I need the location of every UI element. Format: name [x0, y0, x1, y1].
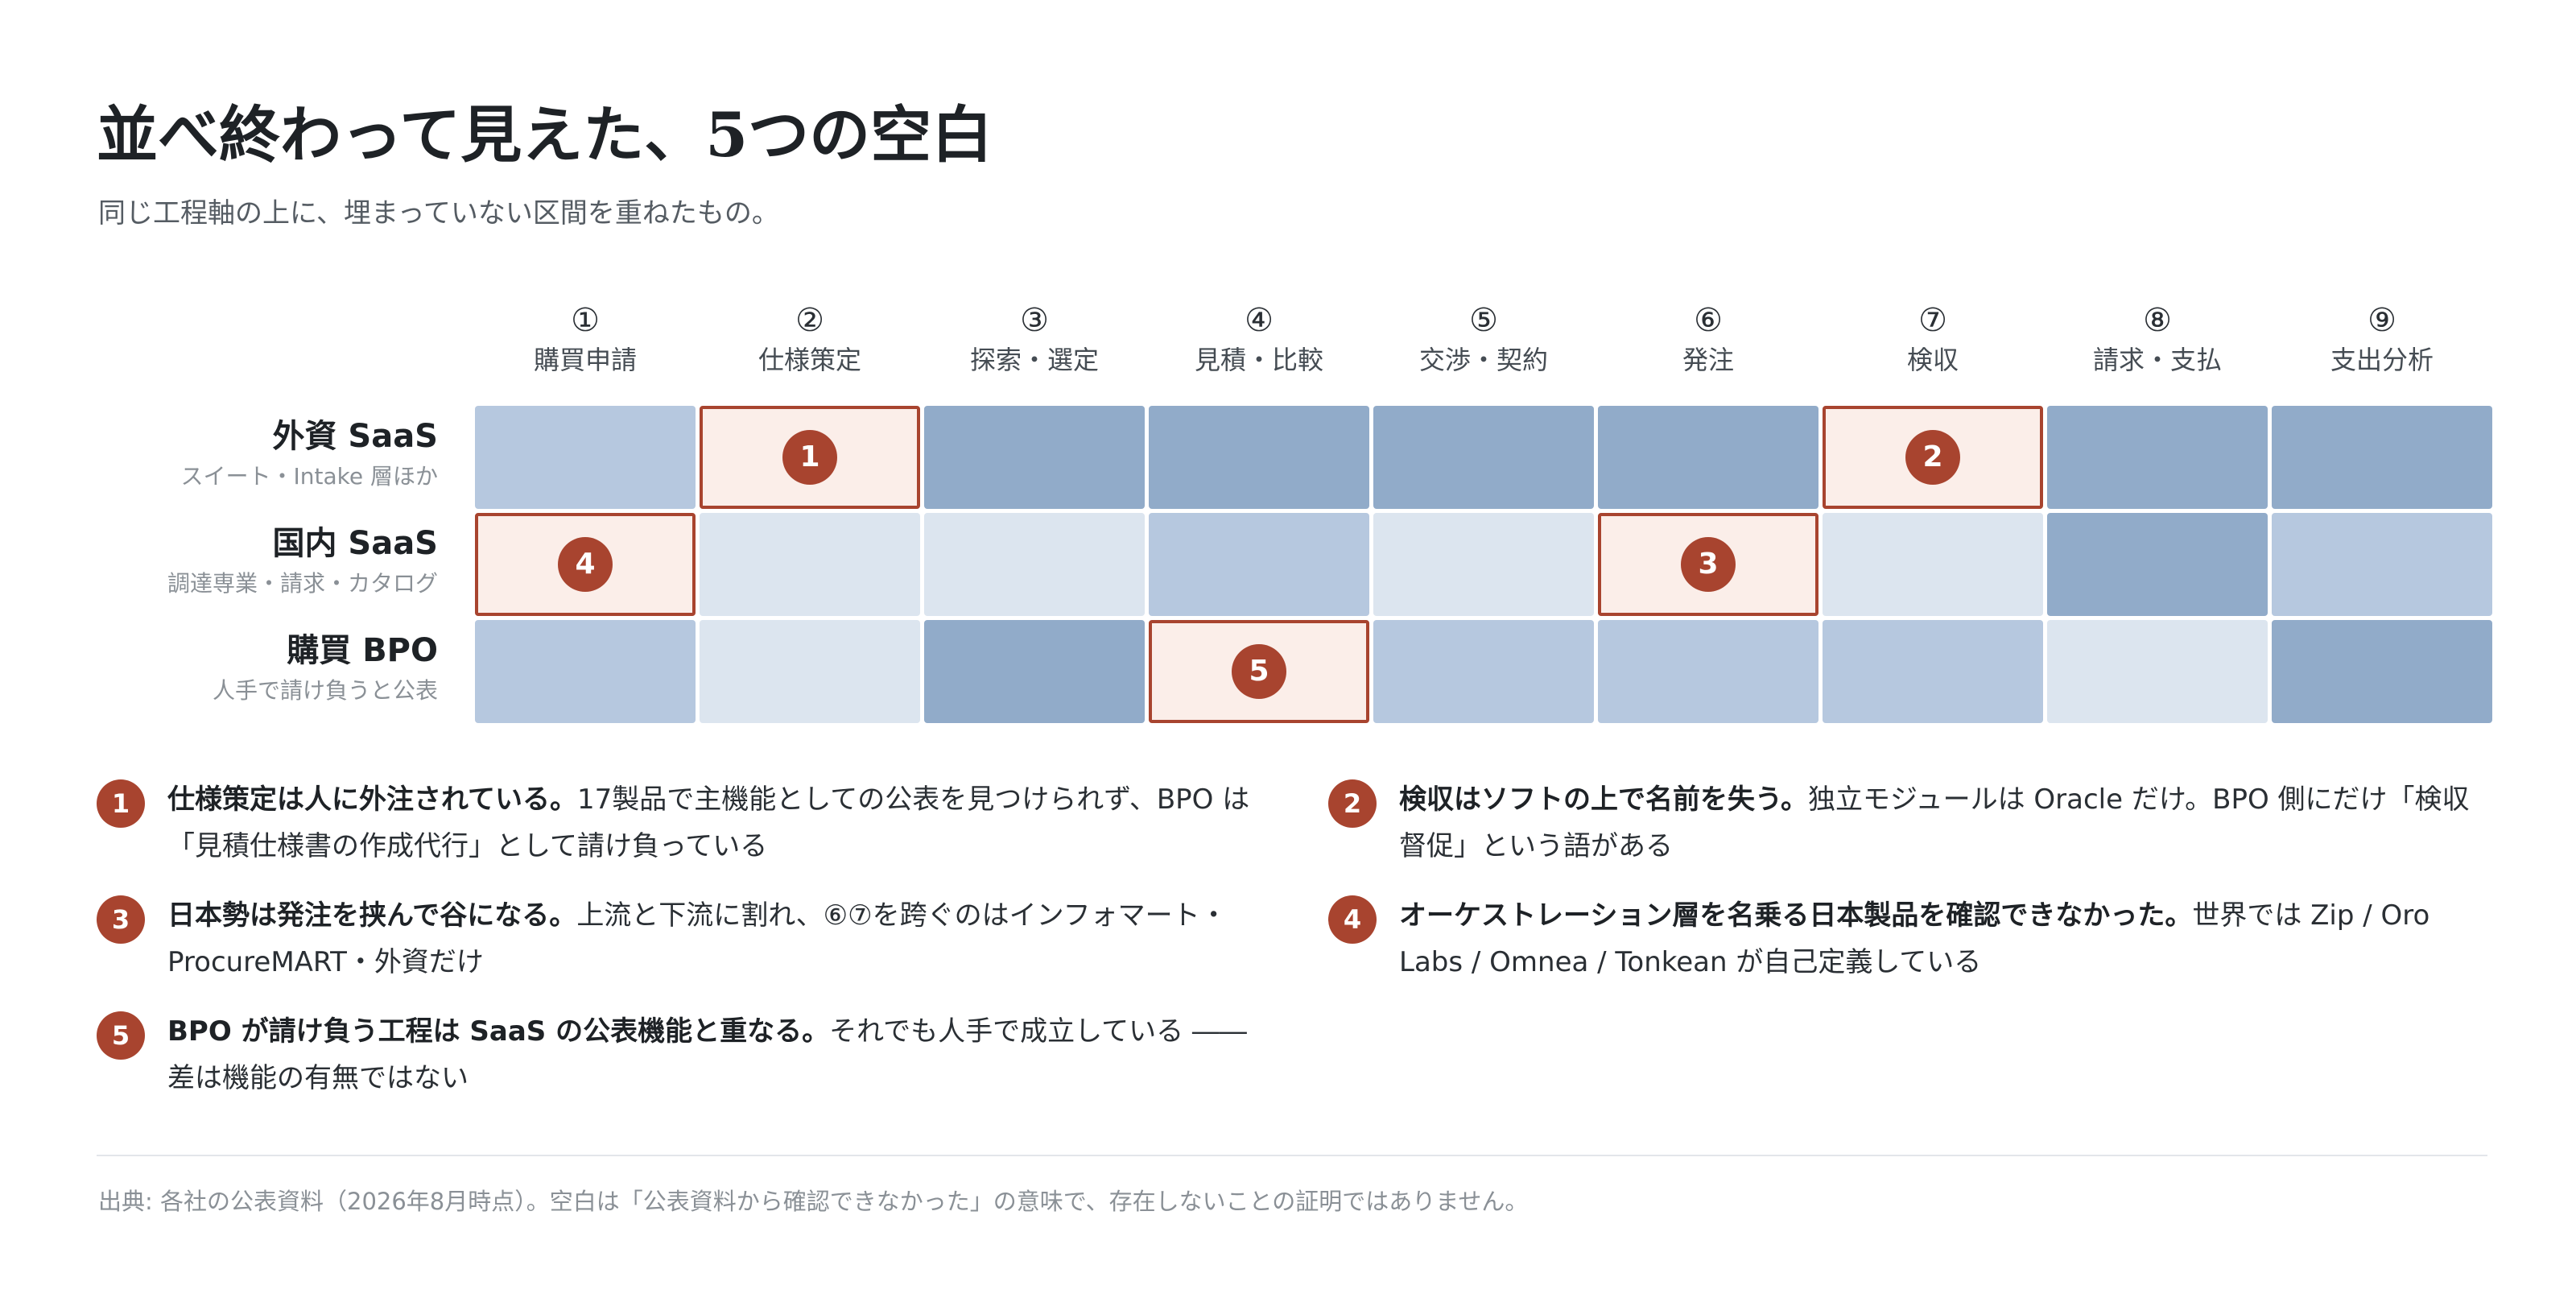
note-badge: 5 — [97, 1011, 145, 1060]
column-number: ⑧ — [2143, 302, 2172, 339]
column-header: ⑧ 請求・支払 — [2046, 300, 2268, 378]
row-name: 外資 SaaS — [272, 418, 438, 455]
note-body: 世界では Zip / Oro Labs / Omnea / Tonkean が自… — [1399, 899, 2430, 978]
coverage-cell — [1823, 620, 2043, 723]
footer-divider — [97, 1155, 2487, 1156]
gap-cell: 3 — [1598, 513, 1818, 616]
coverage-cell — [2047, 513, 2268, 616]
note-headline: 検収はソフトの上で名前を失う。 — [1399, 783, 1808, 816]
row-description: スイート・Intake 層ほか — [180, 463, 439, 490]
note-body: 上流と下流に割れ、⑥⑦を跨ぐのはインフォマート・ProcureMART・外資だけ — [167, 899, 1228, 978]
gap-badge: 2 — [1905, 430, 1960, 485]
column-label: 支出分析 — [2330, 345, 2434, 375]
gap-badge: 4 — [558, 537, 613, 592]
column-header: ⑦ 検収 — [1822, 300, 2044, 378]
note-body: それでも人手で成立している ―― 差は機能の有無ではない — [167, 1015, 1247, 1094]
gap-note: 2 検収はソフトの上で名前を失う。独立モジュールは Oracle だけ。BPO 側… — [1328, 776, 2496, 870]
coverage-cell — [1149, 513, 1369, 616]
column-number: ⑥ — [1694, 302, 1723, 339]
note-headline: BPO が請け負う工程は SaaS の公表機能と重なる。 — [167, 1015, 830, 1048]
coverage-cell — [475, 620, 696, 723]
column-number: ⑨ — [2368, 302, 2396, 339]
column-header: ⑨ 支出分析 — [2271, 300, 2493, 378]
note-headline: 日本勢は発注を挟んで谷になる。 — [167, 899, 577, 932]
coverage-cell — [1598, 620, 1818, 723]
note-body: 独立モジュールは Oracle だけ。BPO 側にだけ「検収督促」という語がある — [1399, 783, 2470, 862]
note-badge: 2 — [1328, 779, 1377, 828]
gap-note: 3 日本勢は発注を挟んで谷になる。上流と下流に割れ、⑥⑦を跨ぐのはインフォマート・… — [97, 892, 1264, 986]
column-label: 交渉・契約 — [1418, 345, 1548, 375]
page-subtitle: 同じ工程軸の上に、埋まっていない区間を重ねたもの。 — [98, 197, 779, 229]
note-badge: 4 — [1328, 895, 1377, 944]
column-label: 請求・支払 — [2092, 345, 2222, 375]
gap-badge: 3 — [1681, 537, 1736, 592]
column-label: 発注 — [1682, 345, 1734, 375]
gap-badge: 1 — [782, 430, 837, 485]
row-label: 購買 BPO 人手で請け負うと公表 — [213, 628, 438, 709]
gap-note: 5 BPO が請け負う工程は SaaS の公表機能と重なる。それでも人手で成立して… — [97, 1008, 1264, 1102]
coverage-cell — [1823, 513, 2043, 616]
gap-badge: 5 — [1232, 644, 1286, 699]
coverage-cell — [2047, 620, 2268, 723]
note-text: 仕様策定は人に外注されている。17製品で主機能としての公表を見つけられず、BPO… — [167, 776, 1264, 870]
column-number: ② — [795, 302, 824, 339]
coverage-cell — [1373, 620, 1594, 723]
coverage-cell — [924, 406, 1145, 509]
column-label: 検収 — [1906, 345, 1959, 375]
row-name: 購買 BPO — [287, 632, 438, 669]
page-title: 並べ終わって見えた、5つの空白 — [97, 99, 993, 171]
gap-cell: 5 — [1149, 620, 1369, 723]
coverage-cell — [2272, 513, 2492, 616]
row-label: 国内 SaaS 調達専業・請求・カタログ — [167, 521, 438, 601]
note-headline: 仕様策定は人に外注されている。 — [167, 783, 577, 816]
coverage-cell — [2272, 406, 2492, 509]
coverage-cell — [1373, 406, 1594, 509]
column-label: 探索・選定 — [969, 345, 1099, 375]
gap-cell: 4 — [475, 513, 696, 616]
coverage-cell — [1598, 406, 1818, 509]
note-badge: 1 — [97, 779, 145, 828]
gap-note: 4 オーケストレーション層を名乗る日本製品を確認できなかった。世界では Zip /… — [1328, 892, 2496, 986]
note-badge: 3 — [97, 895, 145, 944]
row-name: 国内 SaaS — [272, 525, 438, 562]
note-text: BPO が請け負う工程は SaaS の公表機能と重なる。それでも人手で成立してい… — [167, 1008, 1264, 1102]
coverage-cell — [924, 620, 1145, 723]
note-text: オーケストレーション層を名乗る日本製品を確認できなかった。世界では Zip / … — [1399, 892, 2496, 986]
column-header: ⑤ 交渉・契約 — [1373, 300, 1595, 378]
column-label: 見積・比較 — [1194, 345, 1323, 375]
column-header: ② 仕様策定 — [699, 300, 921, 378]
gap-note: 1 仕様策定は人に外注されている。17製品で主機能としての公表を見つけられず、BP… — [97, 776, 1264, 870]
row-label: 外資 SaaS スイート・Intake 層ほか — [181, 414, 439, 494]
row-description: 調達専業・請求・カタログ — [167, 570, 438, 597]
coverage-cell — [1149, 406, 1369, 509]
coverage-cell — [700, 620, 920, 723]
coverage-cell — [700, 513, 920, 616]
note-headline: オーケストレーション層を名乗る日本製品を確認できなかった。 — [1399, 899, 2193, 932]
column-label: 仕様策定 — [758, 345, 861, 375]
note-text: 検収はソフトの上で名前を失う。独立モジュールは Oracle だけ。BPO 側に… — [1399, 776, 2496, 870]
source-footer: 出典: 各社の公表資料（2026年8月時点）。空白は「公表資料から確認できなかっ… — [98, 1188, 1529, 1215]
column-number: ③ — [1020, 302, 1049, 339]
column-header: ① 購買申請 — [474, 300, 696, 378]
coverage-cell — [1373, 513, 1594, 616]
row-description: 人手で請け負うと公表 — [212, 677, 438, 704]
column-header: ③ 探索・選定 — [923, 300, 1146, 378]
gap-cell: 2 — [1823, 406, 2043, 509]
column-label: 購買申請 — [533, 345, 637, 375]
column-number: ① — [571, 302, 600, 339]
coverage-cell — [2272, 620, 2492, 723]
column-header: ④ 見積・比較 — [1148, 300, 1370, 378]
coverage-cell — [2047, 406, 2268, 509]
coverage-cell — [475, 406, 696, 509]
column-number: ④ — [1245, 302, 1274, 339]
column-header: ⑥ 発注 — [1597, 300, 1819, 378]
column-number: ⑤ — [1469, 302, 1498, 339]
note-text: 日本勢は発注を挟んで谷になる。上流と下流に割れ、⑥⑦を跨ぐのはインフォマート・P… — [167, 892, 1264, 986]
coverage-cell — [924, 513, 1145, 616]
gap-cell: 1 — [700, 406, 920, 509]
column-number: ⑦ — [1918, 302, 1947, 339]
note-body: 17製品で主機能としての公表を見つけられず、BPO は「見積仕様書の作成代行」と… — [167, 783, 1250, 862]
